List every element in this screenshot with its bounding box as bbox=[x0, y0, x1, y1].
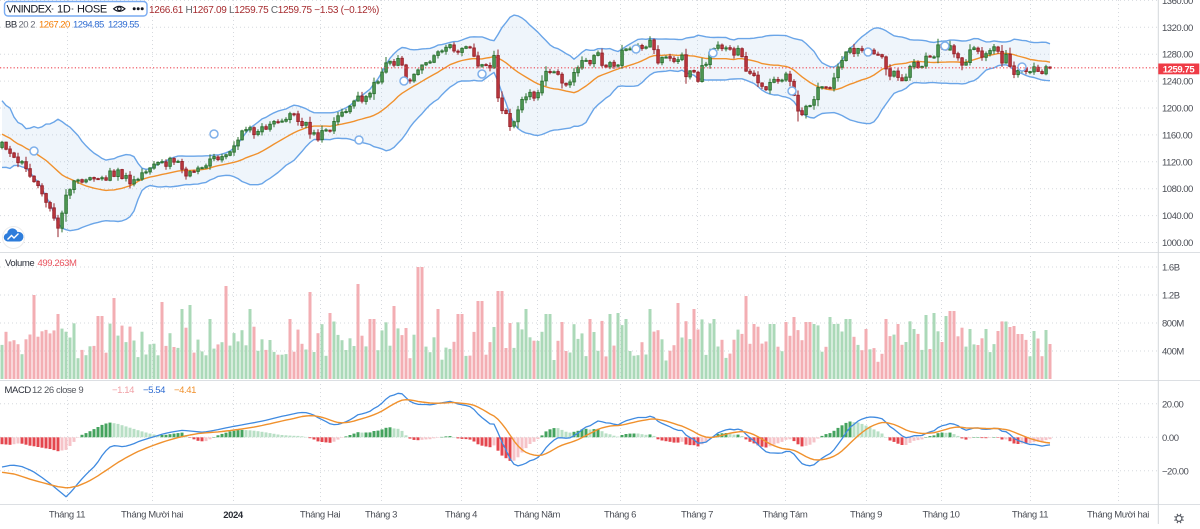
svg-text:VNINDEX: VNINDEX bbox=[7, 4, 53, 16]
svg-text:12 26 close 9: 12 26 close 9 bbox=[32, 385, 83, 396]
svg-text:800M: 800M bbox=[1162, 319, 1184, 330]
svg-text:Tháng 9: Tháng 9 bbox=[850, 510, 882, 521]
svg-text:400M: 400M bbox=[1162, 347, 1184, 358]
svg-text:Tháng 6: Tháng 6 bbox=[604, 510, 636, 521]
svg-text:MACD: MACD bbox=[5, 385, 32, 396]
svg-text:1.2B: 1.2B bbox=[1162, 291, 1180, 302]
svg-text:20.00: 20.00 bbox=[1162, 399, 1183, 410]
svg-text:20 2: 20 2 bbox=[19, 20, 36, 31]
svg-text:1294.85: 1294.85 bbox=[73, 20, 104, 31]
svg-text:1267.20: 1267.20 bbox=[39, 20, 70, 31]
svg-text:1280.00: 1280.00 bbox=[1162, 50, 1193, 61]
svg-text:1120.00: 1120.00 bbox=[1162, 157, 1192, 168]
svg-text:499.263M: 499.263M bbox=[38, 258, 78, 269]
svg-text:1239.55: 1239.55 bbox=[108, 20, 139, 31]
svg-text:HOSE: HOSE bbox=[77, 4, 107, 16]
svg-text:1240.00: 1240.00 bbox=[1162, 77, 1193, 88]
svg-text:1320.00: 1320.00 bbox=[1162, 23, 1193, 34]
svg-text:Volume: Volume bbox=[5, 258, 34, 269]
svg-text:Tháng 7: Tháng 7 bbox=[681, 510, 713, 521]
svg-text:1266.61 H1267.09 L1259.75 C125: 1266.61 H1267.09 L1259.75 C1259.75 −1.53… bbox=[149, 5, 379, 16]
svg-text:Tháng 11: Tháng 11 bbox=[1012, 510, 1048, 521]
svg-text:1360.00: 1360.00 bbox=[1162, 0, 1193, 7]
svg-text:−5.54: −5.54 bbox=[143, 385, 165, 396]
svg-text:Tháng 4: Tháng 4 bbox=[445, 510, 477, 521]
svg-text:−20.00: −20.00 bbox=[1162, 466, 1189, 477]
svg-text:BB: BB bbox=[5, 20, 17, 31]
svg-text:2024: 2024 bbox=[223, 510, 244, 521]
svg-text:Tháng Mười hai: Tháng Mười hai bbox=[121, 510, 183, 521]
svg-text:Tháng 3: Tháng 3 bbox=[365, 510, 397, 521]
svg-text:1.6B: 1.6B bbox=[1162, 263, 1180, 274]
svg-text:1160.00: 1160.00 bbox=[1162, 130, 1192, 141]
svg-text:Tháng Năm: Tháng Năm bbox=[514, 510, 561, 521]
svg-text:Tháng 11: Tháng 11 bbox=[49, 510, 85, 521]
svg-text:1D: 1D bbox=[57, 4, 71, 16]
svg-text:−1.14: −1.14 bbox=[112, 385, 134, 396]
svg-text:1040.00: 1040.00 bbox=[1162, 211, 1193, 222]
svg-text:Tháng Hai: Tháng Hai bbox=[300, 510, 341, 521]
svg-text:−4.41: −4.41 bbox=[174, 385, 196, 396]
svg-text:Tháng Mười hai: Tháng Mười hai bbox=[1087, 510, 1149, 521]
svg-text:0.00: 0.00 bbox=[1162, 433, 1179, 444]
svg-text:Tháng 10: Tháng 10 bbox=[923, 510, 960, 521]
svg-text:1259.75: 1259.75 bbox=[1163, 64, 1196, 75]
svg-text:Tháng Tám: Tháng Tám bbox=[763, 510, 808, 521]
svg-text:1000.00: 1000.00 bbox=[1162, 238, 1193, 249]
svg-text:1200.00: 1200.00 bbox=[1162, 104, 1193, 115]
svg-text:1080.00: 1080.00 bbox=[1162, 184, 1193, 195]
